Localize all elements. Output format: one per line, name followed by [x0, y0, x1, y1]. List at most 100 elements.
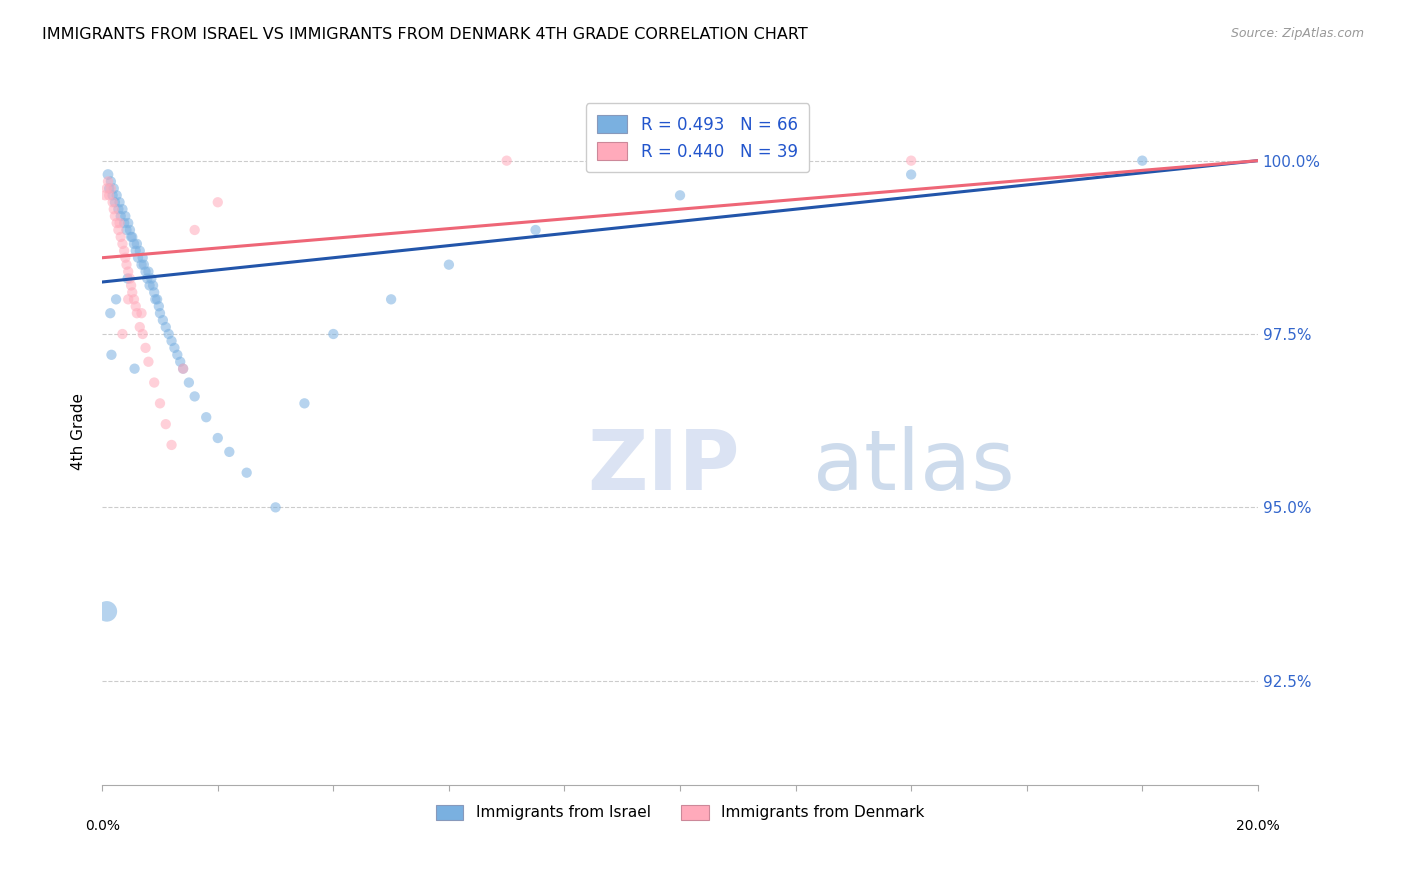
Point	[97, 174, 120, 188]
Text: atlas: atlas	[813, 426, 1015, 507]
Point	[294, 396, 316, 410]
Point	[125, 306, 148, 320]
Point	[121, 285, 143, 300]
Point	[172, 361, 194, 376]
Point	[157, 326, 180, 341]
Point	[207, 431, 229, 445]
Point	[183, 389, 205, 403]
Point	[155, 320, 177, 334]
Point	[143, 376, 166, 390]
Point	[380, 293, 402, 307]
Point	[166, 348, 188, 362]
Point	[127, 251, 149, 265]
Point	[138, 278, 160, 293]
Point	[114, 209, 136, 223]
Point	[121, 230, 143, 244]
Point	[207, 195, 229, 210]
Point	[117, 264, 139, 278]
Point	[177, 376, 200, 390]
Point	[122, 236, 145, 251]
Point	[104, 209, 127, 223]
Point	[110, 209, 132, 223]
Point	[264, 500, 287, 515]
Point	[96, 604, 118, 618]
Point	[115, 258, 138, 272]
Point	[98, 188, 121, 202]
Point	[125, 244, 148, 258]
Point	[132, 258, 155, 272]
Point	[131, 251, 153, 265]
Point	[100, 181, 122, 195]
Point	[105, 188, 128, 202]
Point	[124, 361, 146, 376]
Point	[135, 264, 157, 278]
Point	[103, 202, 125, 217]
Point	[108, 195, 131, 210]
Point	[125, 299, 148, 313]
Point	[94, 188, 117, 202]
Point	[117, 216, 139, 230]
Point	[900, 168, 922, 182]
Legend: Immigrants from Israel, Immigrants from Denmark: Immigrants from Israel, Immigrants from …	[430, 798, 931, 827]
Point	[105, 293, 128, 307]
Point	[141, 271, 163, 285]
Point	[110, 230, 132, 244]
Point	[96, 181, 118, 195]
Point	[160, 334, 183, 348]
Point	[111, 202, 134, 217]
Point	[152, 313, 174, 327]
Point	[322, 326, 344, 341]
Point	[138, 264, 160, 278]
Point	[104, 195, 127, 210]
Point	[105, 216, 128, 230]
Point	[169, 355, 191, 369]
Point	[97, 168, 120, 182]
Point	[131, 306, 153, 320]
Point	[115, 223, 138, 237]
Point	[111, 326, 134, 341]
Point	[148, 299, 170, 313]
Point	[120, 230, 142, 244]
Point	[183, 223, 205, 237]
Point	[128, 244, 150, 258]
Text: ZIP: ZIP	[588, 426, 740, 507]
Point	[114, 251, 136, 265]
Point	[107, 202, 129, 217]
Point	[172, 361, 194, 376]
Point	[101, 188, 124, 202]
Point	[131, 258, 153, 272]
Point	[524, 223, 547, 237]
Point	[100, 348, 122, 362]
Point	[195, 410, 218, 425]
Point	[160, 438, 183, 452]
Point	[100, 174, 122, 188]
Point	[145, 293, 167, 307]
Point	[136, 271, 159, 285]
Point	[149, 396, 172, 410]
Point	[218, 445, 240, 459]
Text: 20.0%: 20.0%	[1236, 820, 1279, 833]
Point	[117, 271, 139, 285]
Point	[131, 326, 153, 341]
Point	[101, 195, 124, 210]
Point	[235, 466, 257, 480]
Text: 0.0%: 0.0%	[84, 820, 120, 833]
Text: IMMIGRANTS FROM ISRAEL VS IMMIGRANTS FROM DENMARK 4TH GRADE CORRELATION CHART: IMMIGRANTS FROM ISRAEL VS IMMIGRANTS FRO…	[42, 27, 808, 42]
Point	[118, 271, 141, 285]
Point	[155, 417, 177, 432]
Point	[107, 223, 129, 237]
Point	[135, 341, 157, 355]
Point	[669, 188, 692, 202]
Point	[120, 278, 142, 293]
Point	[495, 153, 517, 168]
Point	[125, 236, 148, 251]
Point	[112, 216, 135, 230]
Point	[143, 285, 166, 300]
Point	[112, 244, 135, 258]
Text: Source: ZipAtlas.com: Source: ZipAtlas.com	[1230, 27, 1364, 40]
Point	[117, 293, 139, 307]
Point	[1130, 153, 1153, 168]
Point	[146, 293, 169, 307]
Point	[149, 306, 172, 320]
Point	[98, 181, 121, 195]
